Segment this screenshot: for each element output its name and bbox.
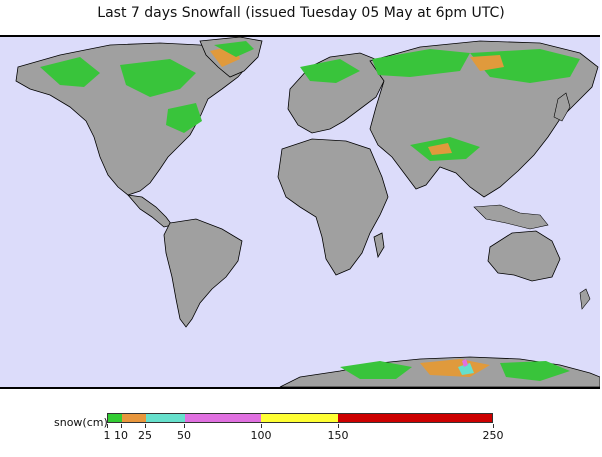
- snowfall-overlay: [40, 41, 580, 381]
- legend-swatch-25-50: [145, 414, 185, 422]
- legend-tick-label: 25: [138, 429, 152, 442]
- legend-tick-label: 150: [327, 429, 349, 442]
- new-zealand-landmass: [579, 288, 591, 310]
- legend-unit-label: snow(cm): [54, 416, 108, 429]
- legend-color-bar: [107, 413, 493, 423]
- legend-swatch-1-10: [108, 414, 122, 422]
- australia-landmass: [487, 230, 561, 282]
- legend-tick-label: 100: [250, 429, 272, 442]
- legend-tick-mark: [338, 424, 339, 428]
- legend-swatch-150-250: [337, 414, 492, 422]
- legend-tick-mark: [145, 424, 146, 428]
- madagascar-landmass: [373, 232, 385, 259]
- legend-tick-mark: [107, 424, 108, 428]
- legend-tick-label: 1: [103, 429, 111, 442]
- map-canvas: [0, 37, 600, 387]
- legend-tick-label: 250: [482, 429, 504, 442]
- legend-swatch-100-150: [261, 414, 338, 422]
- world-snowfall-map[interactable]: [0, 35, 600, 389]
- legend-tick-label: 10: [114, 429, 128, 442]
- japan-landmass: [553, 92, 571, 122]
- legend-swatch-50-100: [184, 414, 262, 422]
- legend-tick-mark: [121, 424, 122, 428]
- legend-tick-mark: [184, 424, 185, 428]
- legend-swatch-10-25: [121, 414, 146, 422]
- south-america-landmass: [163, 218, 243, 328]
- legend-tick-mark: [261, 424, 262, 428]
- legend-tick-label: 50: [177, 429, 191, 442]
- map-title: Last 7 days Snowfall (issued Tuesday 05 …: [97, 5, 505, 21]
- indonesia-landmass: [473, 204, 549, 230]
- legend-tick-mark: [493, 424, 494, 428]
- legend-tick-row: 1 10 25 50 100 150 250: [103, 424, 504, 442]
- africa-landmass: [277, 138, 389, 276]
